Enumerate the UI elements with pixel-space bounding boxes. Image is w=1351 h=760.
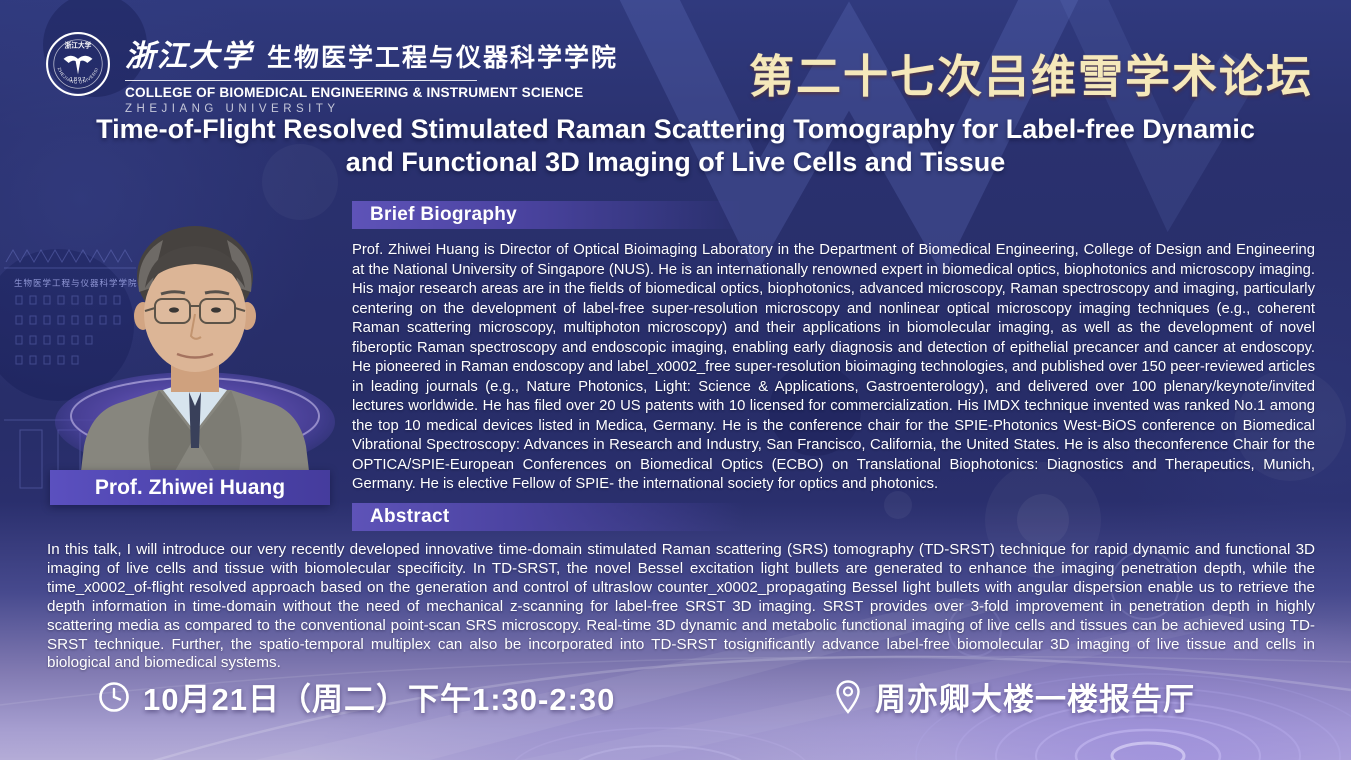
seal-year: 1897	[70, 77, 87, 83]
biography-text: Prof. Zhiwei Huang is Director of Optica…	[352, 242, 1315, 492]
abstract-text: In this talk, I will introduce our very …	[47, 541, 1315, 672]
event-location-text: 周亦卿大楼一楼报告厅	[875, 682, 1195, 717]
college-name-en: COLLEGE OF BIOMEDICAL ENGINEERING & INST…	[125, 85, 584, 100]
abstract-section-badge: Abstract	[352, 503, 744, 531]
university-seal: 浙江大学 1897 ZHEJIANG UNIVERSITY	[45, 31, 110, 96]
speaker-name-badge: Prof. Zhiwei Huang	[50, 470, 330, 505]
speaker-photo	[55, 196, 335, 472]
event-datetime-text: 10月21日（周二）下午1:30-2:30	[143, 682, 616, 717]
college-name-cn: 生物医学工程与仪器科学学院	[267, 44, 619, 72]
talk-title: Time-of-Flight Resolved Stimulated Raman…	[0, 113, 1351, 179]
talk-title-line2: and Functional 3D Imaging of Live Cells …	[345, 147, 1006, 177]
talk-title-line1: Time-of-Flight Resolved Stimulated Raman…	[96, 114, 1255, 144]
eagle-icon	[63, 55, 93, 75]
speaker-name: Prof. Zhiwei Huang	[94, 475, 286, 499]
biography-section-label: Brief Biography	[370, 204, 518, 225]
forum-title: 第二十七次吕维雪学术论坛	[748, 52, 1313, 102]
event-datetime: 10月21日（周二）下午1:30-2:30	[97, 674, 615, 719]
logo-divider	[125, 80, 477, 81]
event-location: 周亦卿大楼一楼报告厅	[833, 674, 1195, 719]
university-name-cn: 浙江大学	[125, 40, 253, 73]
seal-university-cn: 浙江大学	[65, 41, 92, 50]
biography-section-badge: Brief Biography	[352, 201, 744, 229]
abstract-section-label: Abstract	[370, 506, 450, 527]
location-pin-icon	[836, 679, 860, 714]
clock-icon	[99, 681, 129, 712]
university-name-en: ZHEJIANG UNIVERSITY	[125, 103, 340, 115]
university-logo-block: 浙江大学 1897 ZHEJIANG UNIVERSITY 浙江大学 生物医学工…	[45, 31, 618, 115]
